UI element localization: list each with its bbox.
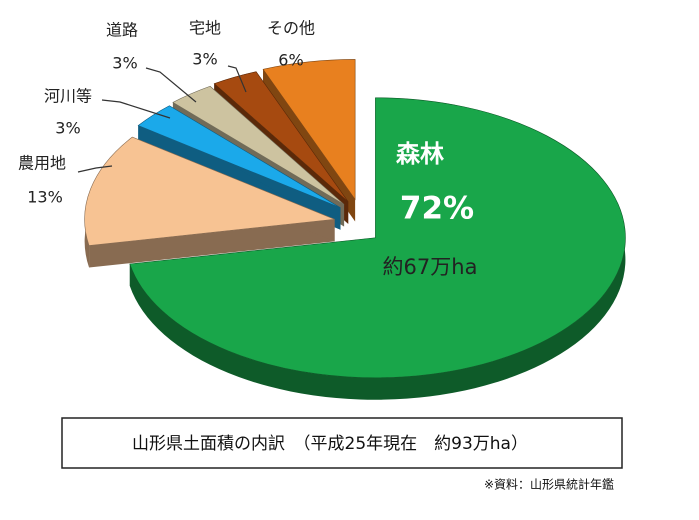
- slice: [84, 136, 335, 246]
- leader-line: [77, 165, 113, 173]
- source: ※資料：山形県統計年鑑: [484, 477, 614, 492]
- category-label: その他: [267, 19, 315, 38]
- value-label: 3%: [55, 119, 80, 138]
- value-label: 6%: [278, 51, 303, 70]
- caption-box: [61, 417, 623, 469]
- category-label: 宅地: [189, 19, 221, 38]
- category-label: 農用地: [18, 154, 66, 173]
- slice: [213, 71, 349, 203]
- labels: 森林 72% 農用地 13% 河川等 3% 道路 3% 宅地 3% その他 6%: [18, 19, 474, 227]
- leader-line: [145, 67, 197, 103]
- leader-line: [101, 99, 171, 119]
- value-label: 3%: [112, 54, 137, 73]
- slice: [262, 59, 356, 201]
- leader-line: [227, 65, 247, 93]
- slice: [129, 97, 626, 379]
- slice-side: [89, 219, 335, 268]
- slice: [137, 105, 341, 209]
- category-label: 河川等: [44, 87, 92, 106]
- annotation: 約67万ha: [383, 255, 478, 279]
- leader-lines: [77, 65, 247, 173]
- value-label: 13%: [27, 188, 63, 207]
- pie: [84, 59, 626, 400]
- value-label: 72%: [400, 191, 474, 227]
- category-label: 道路: [106, 21, 138, 40]
- slice: [172, 85, 345, 205]
- category-label: 森林: [396, 140, 444, 168]
- caption: 山形県土面積の内訳 （平成25年現在 約93万ha）: [132, 434, 528, 454]
- value-label: 3%: [192, 50, 217, 69]
